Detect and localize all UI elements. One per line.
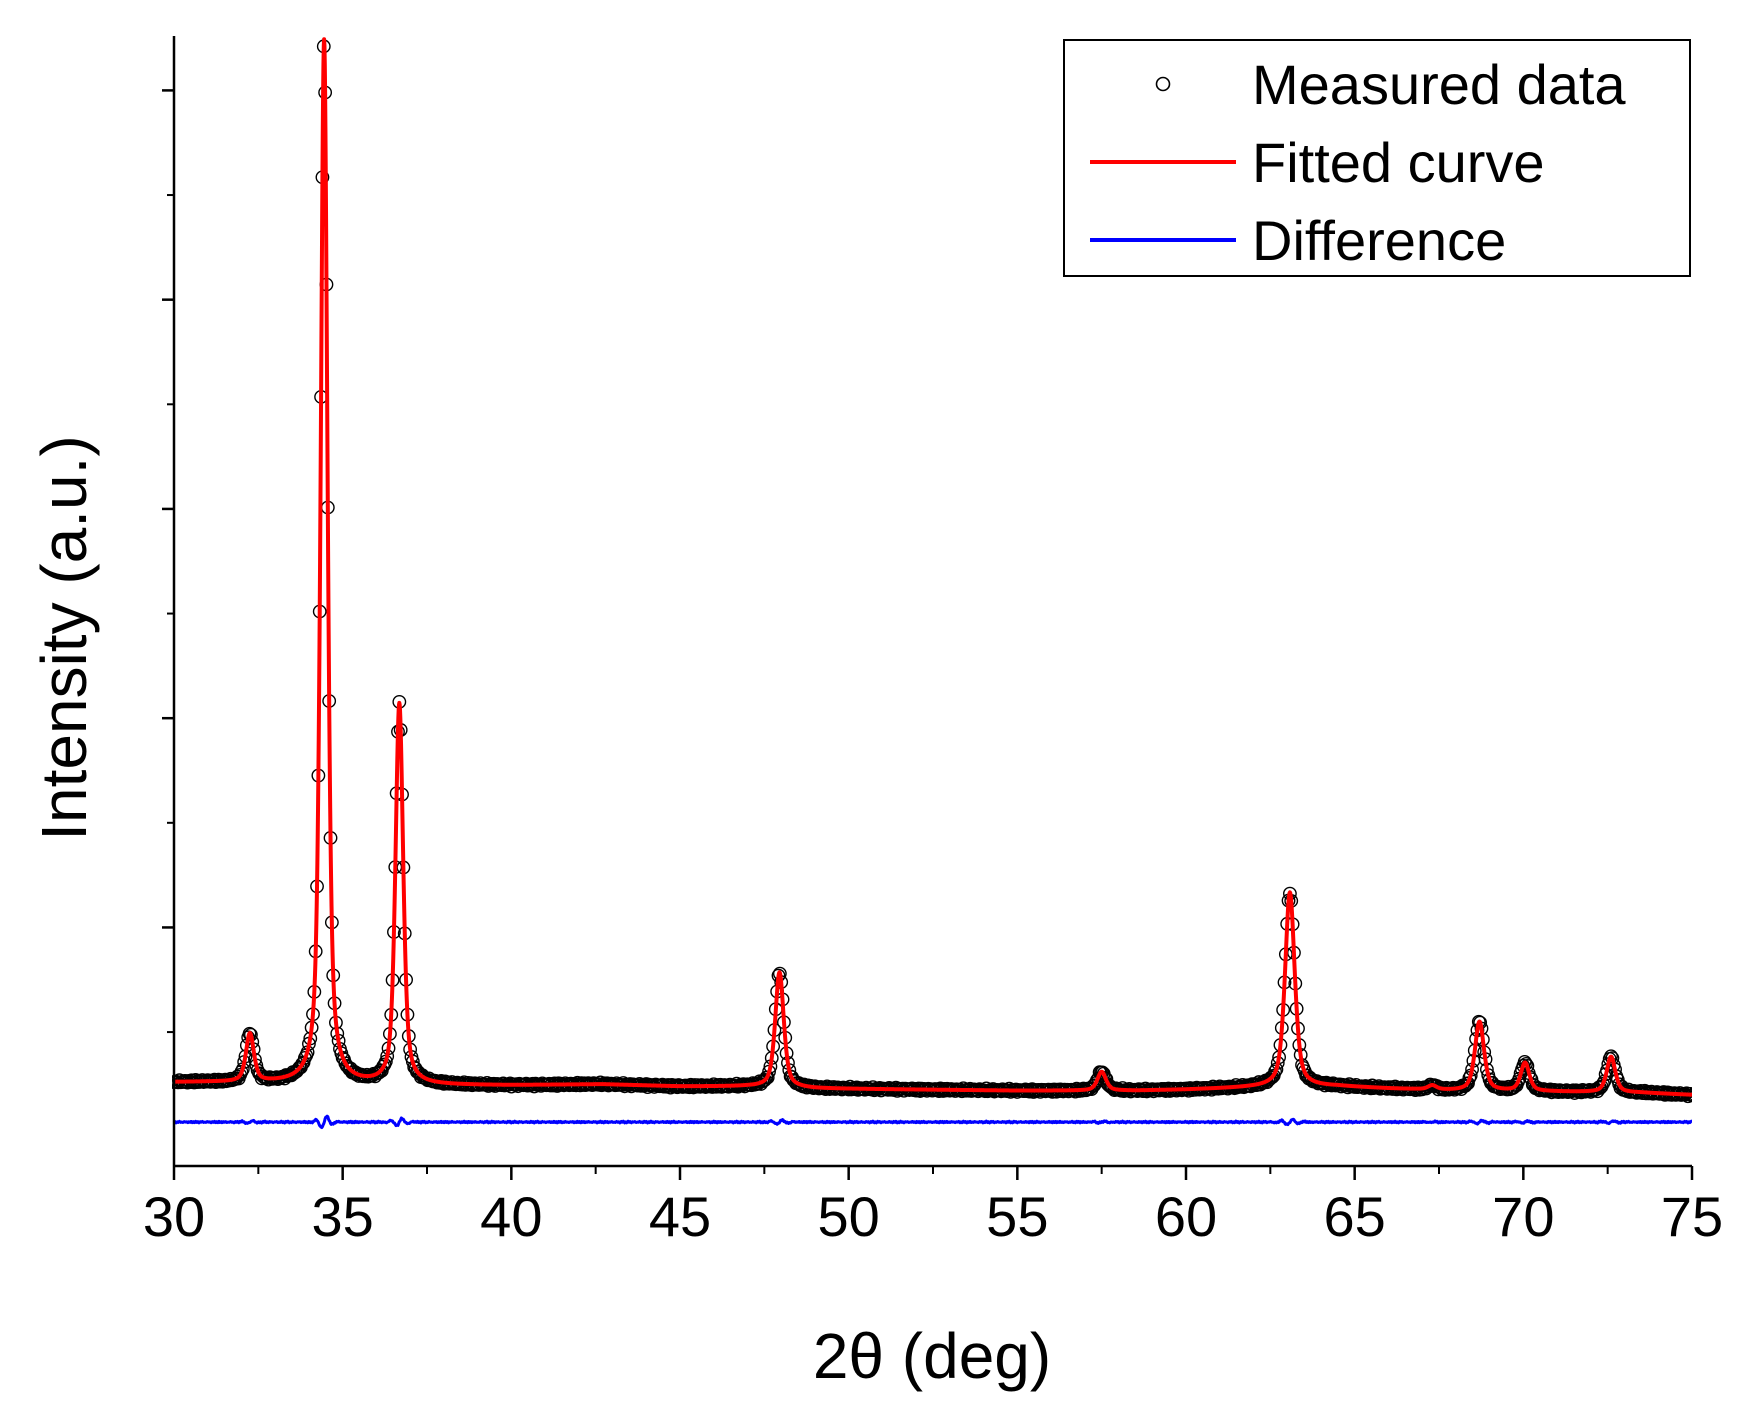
x-tick-label: 75 (1661, 1185, 1723, 1248)
x-tick-label: 55 (986, 1185, 1048, 1248)
measured-point (1462, 1071, 1477, 1085)
legend-marker-measured (1155, 76, 1171, 92)
fitted-curve-line (172, 37, 1692, 1097)
plot-area: 30 35 40 45 50 55 60 65 70 75 (143, 36, 1723, 1248)
x-tick-label: 45 (649, 1185, 711, 1248)
x-tick-label: 70 (1492, 1185, 1554, 1248)
legend-item-fitted: Fitted curve (1090, 131, 1545, 194)
legend-item-measured: Measured data (1155, 53, 1626, 116)
legend-label-difference: Difference (1252, 209, 1506, 272)
measured-point (230, 1069, 245, 1084)
measured-point (1461, 1076, 1475, 1091)
difference-line (172, 1114, 1692, 1130)
x-tick-label: 65 (1324, 1185, 1386, 1248)
measured-point (758, 1073, 772, 1087)
y-axis-title: Intensity (a.u.) (28, 435, 100, 841)
measured-point (1604, 1049, 1618, 1064)
difference-series (172, 1114, 1692, 1130)
measured-point (1596, 1076, 1610, 1091)
legend-item-difference: Difference (1090, 209, 1506, 272)
x-axis-ticks: 30 35 40 45 50 55 60 65 70 75 (143, 1166, 1723, 1248)
legend-label-measured: Measured data (1252, 53, 1626, 116)
legend-label-fitted: Fitted curve (1252, 131, 1545, 194)
x-tick-label: 40 (480, 1185, 542, 1248)
measured-point (234, 1064, 249, 1079)
x-tick-label: 35 (312, 1185, 374, 1248)
legend: Measured data Fitted curve Difference (1063, 39, 1691, 277)
x-axis-title: 2θ (deg) (813, 1320, 1051, 1392)
fitted-curve-series (172, 37, 1692, 1097)
measured-point (1268, 1064, 1282, 1079)
measured-point (1519, 1057, 1533, 1071)
x-tick-label: 30 (143, 1185, 205, 1248)
x-tick-label: 60 (1155, 1185, 1217, 1248)
y-axis-ticks (162, 89, 174, 1034)
x-tick-label: 50 (818, 1185, 880, 1248)
